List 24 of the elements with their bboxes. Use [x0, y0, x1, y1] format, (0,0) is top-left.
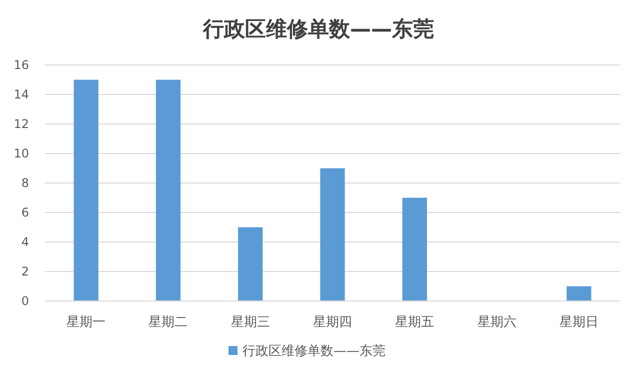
y-tick-label: 4 [21, 235, 29, 249]
x-tick-label: 星期六 [477, 315, 516, 330]
bar [238, 227, 263, 301]
bar [566, 286, 592, 301]
y-tick-label: 16 [14, 58, 29, 72]
bar [74, 80, 98, 301]
x-tick-label: 星期三 [230, 315, 270, 330]
y-tick-label: 2 [21, 264, 29, 278]
x-tick-label: 星期四 [313, 315, 352, 330]
y-tick-label: 10 [14, 146, 29, 160]
x-tick-label: 星期二 [148, 315, 188, 330]
y-tick-label: 8 [21, 176, 29, 190]
x-tick-label: 星期五 [395, 315, 434, 330]
y-tick-label: 12 [14, 117, 29, 131]
x-tick-label: 星期一 [66, 315, 106, 330]
bar [156, 80, 181, 301]
y-tick-label: 6 [21, 206, 29, 220]
x-tick-label: 星期日 [559, 315, 598, 330]
chart-title: 行政区维修单数——东莞 [202, 17, 434, 41]
bar [320, 168, 345, 301]
y-tick-label: 0 [21, 294, 29, 308]
legend-label: 行政区维修单数——东莞 [242, 344, 386, 359]
y-tick-label: 14 [14, 88, 29, 102]
bar [402, 198, 427, 301]
